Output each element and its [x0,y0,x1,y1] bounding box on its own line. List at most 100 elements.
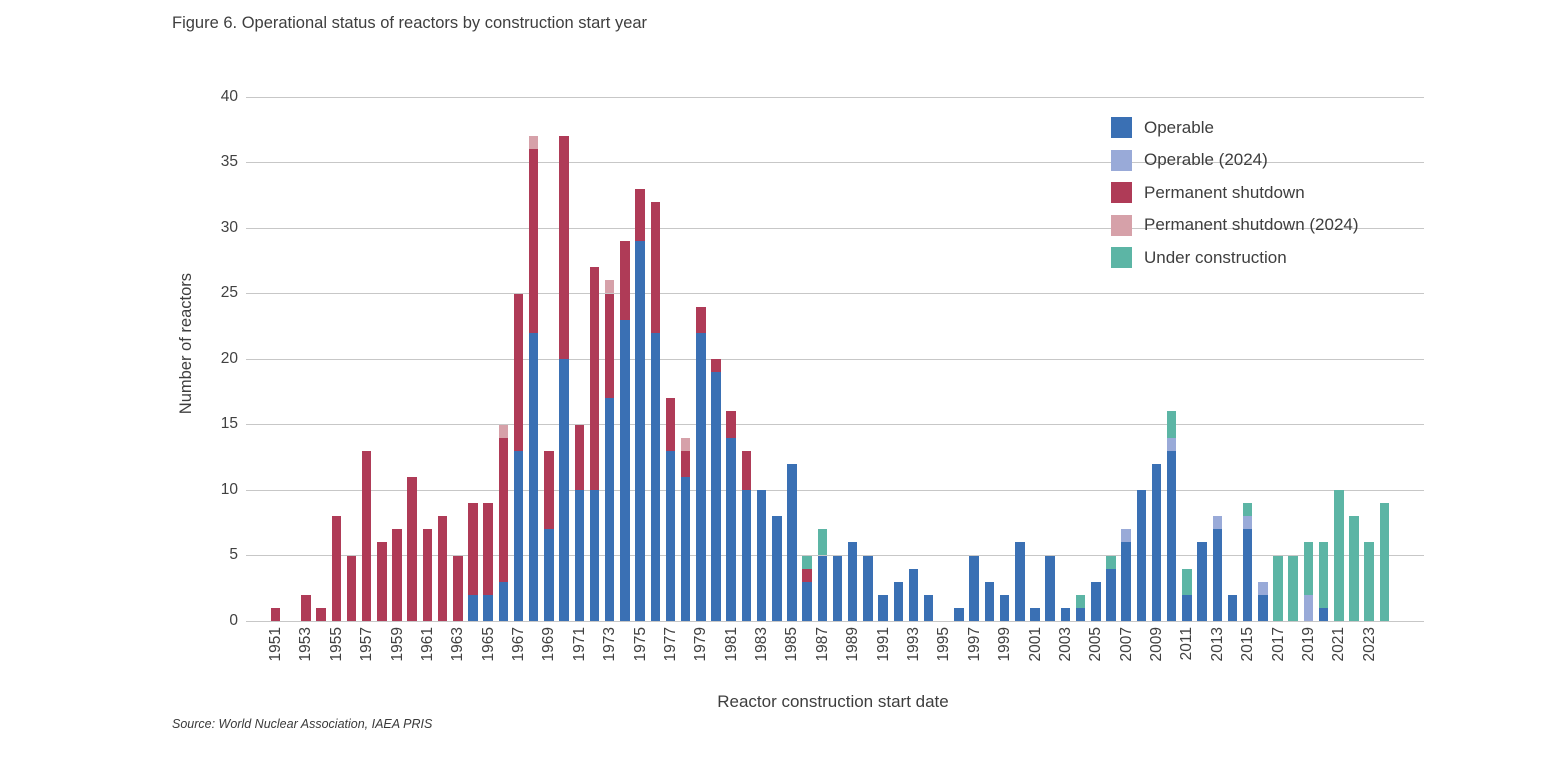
x-tick-label: 1989 [844,627,862,662]
bar-1988-operable [832,555,843,621]
legend-swatch-under-construction [1111,247,1132,268]
legend-label-under-construction: Under construction [1144,247,1287,267]
bar-2012-operable [1197,542,1207,621]
bar-2006-operable [1106,568,1116,621]
bar-1951-permanent-shutdown [270,607,281,621]
bar-1981-operable [726,437,736,621]
bar-1976-permanent-shutdown [650,201,660,333]
bar-1978-permanent-shutdown [680,450,691,477]
bar-1973-permanent-shutdown [604,293,615,399]
bar-1959-permanent-shutdown [392,529,402,621]
bar-1966-permanent-shutdown [498,437,509,582]
y-tick-label: 40 [220,87,238,105]
legend-label-operable-2024: Operable (2024) [1144,150,1268,169]
bar-1985-operable [787,463,797,621]
bar-1982-operable [741,490,752,621]
bar-1993-operable [908,568,919,621]
bar-1991-operable [878,594,888,621]
gridline-y-0 [246,620,1424,622]
bar-1990-operable [863,555,873,621]
figure-title: Figure 6. Operational status of reactors… [172,14,648,32]
bar-1977-operable [665,450,676,621]
bar-1971-permanent-shutdown [574,424,585,490]
bar-2005-operable [1091,581,1101,621]
bar-1999-operable [999,594,1010,621]
bar-2003-operable [1060,607,1071,621]
bar-2019-operable-2024 [1303,594,1314,621]
bar-1960-permanent-shutdown [407,476,417,621]
gridline-y-30 [246,227,1424,229]
x-tick-label: 2011 [1178,627,1196,661]
bar-1973-permanent-shutdown-2024 [604,280,615,294]
legend-swatch-permanent-shutdown [1111,182,1132,203]
bar-1986-operable [802,581,812,621]
bar-1957-permanent-shutdown [361,450,372,621]
bar-1992-operable [893,581,904,621]
x-tick-label: 2009 [1148,627,1166,662]
x-tick-label: 2013 [1208,627,1226,662]
bar-1986-permanent-shutdown [802,568,812,582]
bar-1961-permanent-shutdown [422,529,433,621]
x-tick-label: 2005 [1087,627,1105,662]
x-tick-label: 1985 [783,627,801,662]
bar-2015-operable [1242,529,1253,621]
bar-2013-operable [1212,529,1223,621]
bar-1962-permanent-shutdown [437,516,448,621]
x-tick-label: 1999 [996,627,1014,662]
bar-2007-operable [1121,542,1131,621]
bar-2002-operable [1045,555,1055,621]
bar-1979-permanent-shutdown [696,306,706,333]
y-tick-label: 5 [229,546,238,563]
bar-1980-permanent-shutdown [711,359,721,373]
bar-1978-permanent-shutdown-2024 [680,437,691,451]
x-tick-label: 2023 [1360,627,1378,662]
source-note: Source: World Nuclear Association, IAEA … [172,717,433,731]
x-tick-label: 1955 [327,627,345,662]
x-tick-label: 1993 [904,627,922,662]
gridline-y-20 [246,358,1424,360]
bar-1966-operable [498,581,509,621]
y-tick-label: 30 [220,218,238,236]
x-tick-label: 1973 [601,627,619,662]
legend-item-operable-2024: Operable (2024) [1111,149,1359,171]
bar-2007-operable-2024 [1121,529,1131,543]
bar-1970-permanent-shutdown [559,136,569,359]
bar-1972-permanent-shutdown [589,267,600,490]
x-tick-label: 1991 [874,627,892,662]
x-tick-label: 2019 [1299,627,1317,662]
x-tick-label: 1975 [631,627,649,662]
legend-item-permanent-shutdown-2024: Permanent shutdown (2024) [1111,214,1359,236]
bar-2020-operable [1318,607,1329,621]
x-tick-label: 2017 [1269,627,1287,662]
bar-1964-operable [468,594,478,621]
x-axis-title: Reactor construction start date [717,692,949,711]
bar-1967-permanent-shutdown [513,293,524,451]
gridline-y-40 [246,96,1424,98]
bar-1983-operable [756,490,767,621]
bar-2004-under-construction [1075,594,1086,608]
bar-1996-operable [954,607,964,621]
bar-1969-permanent-shutdown [544,450,554,530]
bar-1954-permanent-shutdown [316,607,326,621]
x-tick-label: 1987 [813,627,831,662]
x-tick-label: 1969 [540,627,558,662]
bar-1968-operable [528,332,539,621]
bar-1972-operable [589,490,600,621]
bar-1980-operable [711,372,721,621]
x-tick-label: 1951 [267,627,284,662]
bar-2014-operable [1227,594,1238,621]
bar-2010-operable [1166,450,1177,621]
bar-1975-permanent-shutdown [635,188,645,242]
x-tick-label: 1979 [692,627,710,662]
bar-2024-under-construction [1379,503,1390,621]
bar-1976-operable [650,332,660,621]
legend-item-permanent-shutdown: Permanent shutdown [1111,182,1359,203]
bar-2016-operable-2024 [1258,581,1268,595]
y-tick-label: 10 [220,480,238,498]
bar-1981-permanent-shutdown [726,411,736,438]
bar-1987-operable [817,555,828,621]
x-tick-label: 1971 [570,627,588,662]
bar-1963-permanent-shutdown [453,555,463,621]
legend-swatch-permanent-shutdown-2024 [1111,214,1132,236]
gridline-y-10 [246,489,1424,491]
